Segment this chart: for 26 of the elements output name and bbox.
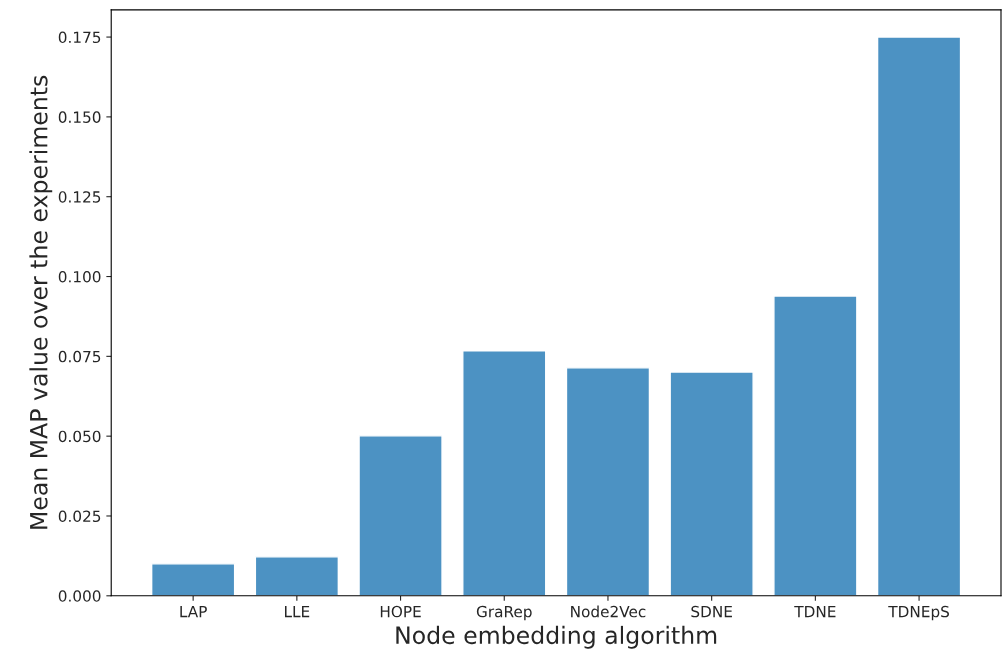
bar <box>773 295 858 596</box>
x-tick-label: SDNE <box>691 605 732 618</box>
x-axis-title: Node embedding algorithm <box>396 625 717 649</box>
x-tick-label: TDNEpS <box>888 605 950 621</box>
x-tick-label: LLE <box>285 605 310 618</box>
x-tick-label: TDNE <box>794 605 836 618</box>
bar <box>254 556 340 596</box>
y-axis-title: Mean MAP value over the experiments <box>29 75 53 529</box>
x-tick-label: LAP <box>180 605 207 618</box>
y-tick-label: 0.125 <box>58 191 101 203</box>
bar <box>150 563 236 596</box>
bar <box>876 36 962 596</box>
y-tick-label: 0.075 <box>58 350 101 363</box>
y-tick-label: 0.000 <box>58 590 101 602</box>
bar <box>565 367 651 596</box>
bar <box>358 435 443 596</box>
bar <box>669 371 754 596</box>
y-tick-label: 0.025 <box>58 510 101 522</box>
bar <box>462 350 547 596</box>
y-tick-label: 0.100 <box>58 270 101 283</box>
y-tick-label: 0.050 <box>58 430 101 443</box>
y-tick-label: 0.175 <box>58 31 101 44</box>
y-tick-label: 0.150 <box>58 111 101 123</box>
x-tick-label: GraRep <box>476 605 532 621</box>
x-tick-label: HOPE <box>380 605 421 618</box>
x-tick-label: Node2Vec <box>571 605 646 618</box>
